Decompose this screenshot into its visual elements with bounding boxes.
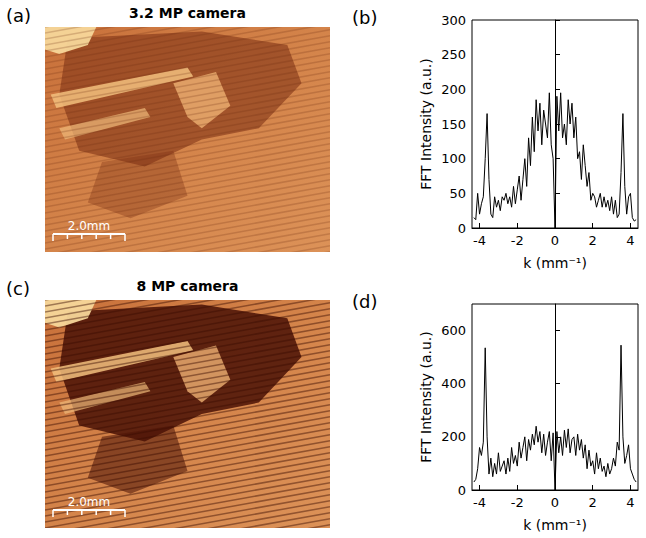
svg-text:2.0mm: 2.0mm [68,495,110,509]
svg-text:0: 0 [551,495,559,510]
svg-text:8 MP camera: 8 MP camera [137,278,239,294]
svg-text:(b): (b) [352,7,377,28]
svg-text:600: 600 [441,323,466,338]
svg-text:2: 2 [589,495,597,510]
svg-text:150: 150 [441,117,466,132]
svg-text:250: 250 [441,47,466,62]
svg-text:-4: -4 [473,495,486,510]
svg-text:50: 50 [449,186,466,201]
svg-text:4: 4 [626,495,634,510]
svg-text:(c): (c) [6,278,30,299]
svg-text:200: 200 [441,429,466,444]
svg-text:3.2 MP camera: 3.2 MP camera [129,5,246,21]
svg-text:200: 200 [441,82,466,97]
svg-text:2: 2 [589,233,597,248]
svg-text:400: 400 [441,376,466,391]
svg-text:-2: -2 [511,495,524,510]
svg-text:FFT Intensity (a.u.): FFT Intensity (a.u.) [418,331,434,463]
svg-text:-4: -4 [473,233,486,248]
svg-text:300: 300 [441,13,466,28]
svg-text:0: 0 [458,483,466,498]
svg-text:0: 0 [551,233,559,248]
svg-text:0: 0 [458,221,466,236]
svg-text:k (mm⁻¹): k (mm⁻¹) [523,255,587,271]
svg-text:FFT Intensity (a.u.): FFT Intensity (a.u.) [418,58,434,190]
svg-text:(d): (d) [352,291,377,312]
svg-text:2.0mm: 2.0mm [68,219,110,233]
svg-text:100: 100 [441,151,466,166]
svg-text:(a): (a) [6,5,31,26]
svg-text:-2: -2 [511,233,524,248]
svg-text:4: 4 [626,233,634,248]
svg-text:k (mm⁻¹): k (mm⁻¹) [523,517,587,533]
